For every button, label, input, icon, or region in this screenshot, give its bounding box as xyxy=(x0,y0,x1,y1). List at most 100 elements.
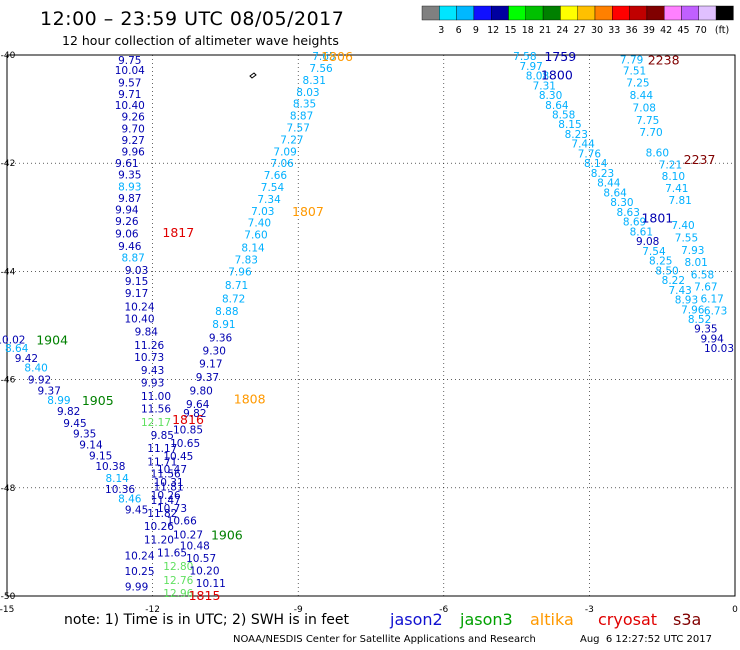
wave-height-value: 9.82 xyxy=(57,406,80,418)
y-tick-label: -48 xyxy=(1,484,16,494)
wave-height-value: 9.87 xyxy=(118,193,141,205)
wave-height-value: 9.27 xyxy=(121,135,144,147)
wave-height-value: 9.92 xyxy=(28,375,51,387)
pass-time-label: 1759 xyxy=(544,49,576,64)
wave-height-value: 8.88 xyxy=(215,306,238,318)
wave-height-value: 10.26 xyxy=(144,521,174,533)
wave-height-value: 8.22 xyxy=(662,275,685,287)
island-outline xyxy=(249,72,257,79)
pass-time-label: 1906 xyxy=(211,527,243,542)
wave-height-value: 8.93 xyxy=(118,181,141,193)
pass-time-label: 1904 xyxy=(36,333,68,348)
wave-height-value: 10.36 xyxy=(105,484,135,496)
wave-height-value: 8.30 xyxy=(539,90,562,102)
wave-height-value: 10.73 xyxy=(157,503,187,515)
wave-height-value: 7.56 xyxy=(309,63,333,75)
wave-height-value: 8.46 xyxy=(118,494,142,506)
footer-note: note: 1) Time is in UTC; 2) SWH is in fe… xyxy=(64,612,350,628)
pass-time-label: 2238 xyxy=(648,52,680,67)
y-tick-label: -50 xyxy=(1,592,16,602)
wave-height-value: 9.14 xyxy=(79,440,103,452)
colorbar-tick-label: 21 xyxy=(539,25,551,36)
wave-height-value: 8.69 xyxy=(623,217,646,229)
wave-height-value: 8.64 xyxy=(5,343,29,355)
wave-height-value: 7.97 xyxy=(519,61,542,73)
wave-height-value: 11.82 xyxy=(147,508,177,520)
wave-height-value: 9.15 xyxy=(125,276,148,288)
wave-height-value: 10.40 xyxy=(124,313,154,325)
page-subtitle: 12 hour collection of altimeter wave hei… xyxy=(62,33,339,48)
wave-height-value: 10.03 xyxy=(704,343,734,355)
wave-height-value: 10.47 xyxy=(157,464,187,476)
wave-height-value: 7.66 xyxy=(264,170,288,182)
colorbar-tick-label: 27 xyxy=(574,25,586,36)
wave-height-value: 9.30 xyxy=(203,345,226,357)
colorbar-tick-label: 45 xyxy=(677,25,689,36)
wave-height-value: 10.48 xyxy=(180,541,210,553)
wave-height-value: 11.56 xyxy=(151,469,181,481)
x-tick-label: -9 xyxy=(294,605,303,615)
wave-height-value: 11.00 xyxy=(141,391,171,403)
wave-height-value: 9.94 xyxy=(700,333,724,345)
credit-line: NOAA/NESDIS Center for Satellite Applica… xyxy=(233,634,536,645)
y-tick-label: -40 xyxy=(1,51,16,61)
wave-height-value: 9.26 xyxy=(121,112,145,124)
wave-height-value: 12.17 xyxy=(141,417,171,429)
wave-height-value: 11.81 xyxy=(154,482,184,494)
wave-height-value: 9.43 xyxy=(141,365,164,377)
pass-time-label: 2237 xyxy=(684,152,716,167)
wave-height-value: 7.57 xyxy=(287,122,310,134)
wave-height-value: 7.54 xyxy=(261,182,285,194)
wave-height-value: 9.46 xyxy=(118,241,142,253)
colorbar-tick-label: 6 xyxy=(456,25,462,36)
wave-height-value: 8.03 xyxy=(296,87,319,99)
wave-height-value: 7.75 xyxy=(636,115,659,127)
wave-height-value: 9.45 xyxy=(63,418,86,430)
wave-height-chart: -15 -12 -9 -6 -3 0 -40 -42 -44 -46 -48 -50 9.7510.04… xyxy=(0,49,738,615)
pass-time-label: 1815 xyxy=(189,588,221,603)
pass-time-label: 1807 xyxy=(292,204,324,219)
wave-height-value: 10.04 xyxy=(115,65,145,77)
pass-time-label: 1905 xyxy=(82,393,114,408)
wave-height-value: 8.14 xyxy=(241,243,265,255)
wave-height-value: 9.15 xyxy=(89,450,112,462)
wave-height-value: 7.65 xyxy=(312,51,335,63)
wave-height-value: 7.03 xyxy=(251,206,274,218)
wave-height-value: 8.64 xyxy=(603,187,627,199)
wave-height-value: 8.10 xyxy=(662,171,685,183)
wave-height-value: 8.14 xyxy=(105,473,129,485)
wave-height-value: 10.40 xyxy=(115,100,145,112)
wave-height-value: 7.40 xyxy=(248,218,271,230)
wave-height-value: 10.85 xyxy=(173,424,203,436)
wave-height-value: 7.55 xyxy=(675,232,698,244)
wave-height-value: 9.42 xyxy=(15,353,38,365)
wave-height-value: 8.60 xyxy=(646,147,669,159)
wave-height-value: 10.25 xyxy=(124,566,154,578)
wave-height-value: 7.60 xyxy=(244,230,267,242)
pass-time-label: 1801 xyxy=(641,210,673,225)
wave-height-value: 8.25 xyxy=(649,256,672,268)
wave-height-value: 11.20 xyxy=(144,535,174,547)
wave-height-value: 6.17 xyxy=(700,293,723,305)
wave-height-value: 8.64 xyxy=(545,100,569,112)
wave-height-value: 12.96 xyxy=(163,588,193,600)
legend-cryosat: cryosat xyxy=(598,610,658,629)
wave-height-value: 8.23 xyxy=(591,168,614,180)
wave-height-value: 9.93 xyxy=(141,377,164,389)
wave-height-value: 7.51 xyxy=(623,66,646,78)
wave-height-value: 7.70 xyxy=(639,127,662,139)
colorbar-tick-label: 18 xyxy=(522,25,534,36)
wave-height-value: 9.08 xyxy=(636,236,659,248)
wave-height-value: 9.80 xyxy=(189,385,212,397)
wave-height-value: 10.24 xyxy=(124,550,154,562)
colorbar-legend: 3 6 9 12 15 18 21 24 27 30 33 36 39 42 45 70 (ft) xyxy=(421,5,734,36)
wave-height-value: 7.83 xyxy=(235,254,258,266)
wave-height-value: 10.11 xyxy=(196,578,226,590)
wave-height-value: 7.40 xyxy=(671,220,694,232)
wave-height-value: 10.31 xyxy=(154,477,184,489)
wave-height-value: 7.81 xyxy=(668,195,691,207)
x-tick-label: -6 xyxy=(439,605,448,615)
wave-height-value: 9.85 xyxy=(151,430,174,442)
wave-height-value: 7.34 xyxy=(257,194,281,206)
